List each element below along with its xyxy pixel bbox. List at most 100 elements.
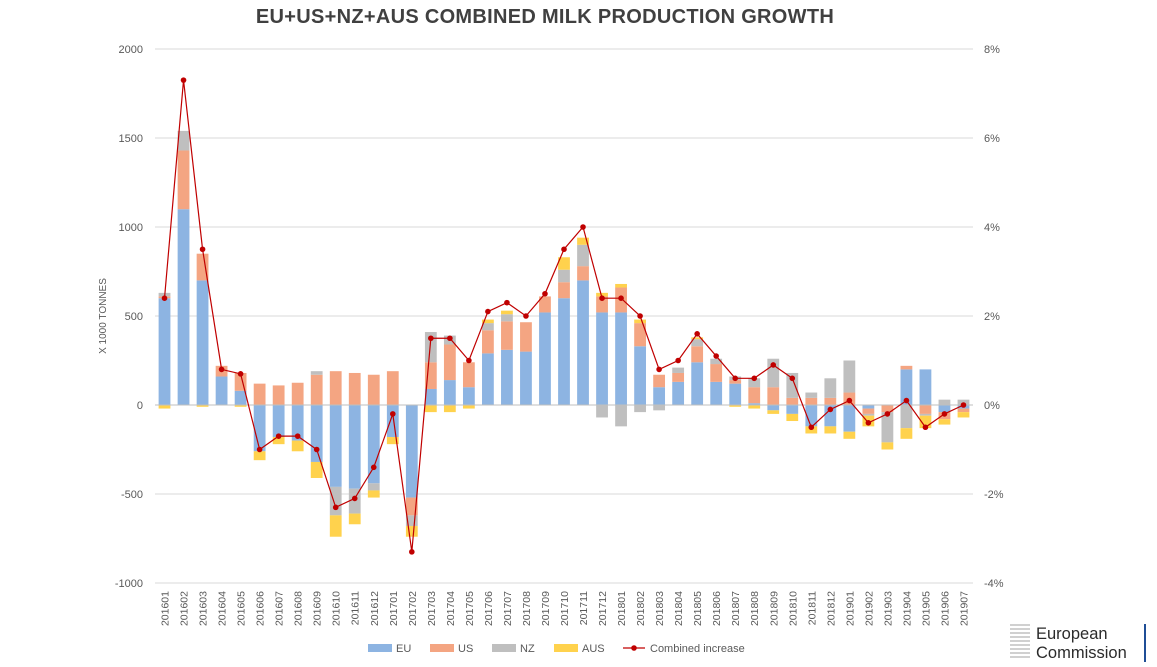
point-combined-increase bbox=[294, 433, 301, 439]
bar-aus bbox=[691, 337, 704, 340]
x-tick-label: 201602 bbox=[179, 591, 191, 626]
y2-tick-label: -2% bbox=[984, 489, 1004, 501]
x-tick-label: 201808 bbox=[749, 591, 761, 626]
bar-us bbox=[634, 323, 646, 347]
logo-stripes-icon bbox=[1010, 624, 1030, 660]
bar-eu bbox=[424, 388, 437, 405]
x-tick-label: 201603 bbox=[198, 591, 210, 626]
bar-us bbox=[919, 405, 932, 414]
bar-nz bbox=[367, 483, 380, 491]
bar-eu bbox=[634, 346, 646, 405]
bar-nz bbox=[710, 358, 723, 365]
bar-aus bbox=[501, 310, 513, 315]
bar-aus bbox=[881, 442, 894, 450]
point-combined-increase bbox=[694, 331, 700, 337]
bar-eu bbox=[767, 405, 780, 411]
bar-eu bbox=[691, 362, 704, 405]
point-combined-increase bbox=[599, 295, 605, 302]
point-combined-increase bbox=[199, 246, 206, 253]
bar-aus bbox=[615, 283, 627, 288]
chart-title: EU+US+NZ+AUS COMBINED MILK PRODUCTION GR… bbox=[255, 6, 835, 28]
point-combined-increase bbox=[675, 357, 681, 364]
x-tick-label: 201712 bbox=[597, 591, 609, 626]
bar-eu bbox=[786, 405, 799, 414]
point-combined-increase bbox=[960, 402, 967, 408]
x-tick-label: 201606 bbox=[255, 591, 267, 626]
bar-aus bbox=[900, 428, 913, 439]
bar-eu bbox=[348, 405, 361, 489]
point-combined-increase bbox=[237, 371, 244, 377]
y-tick-label: -500 bbox=[121, 489, 143, 501]
bar-us bbox=[424, 362, 437, 389]
bar-eu bbox=[919, 369, 932, 405]
point-combined-increase bbox=[332, 504, 339, 511]
bar-eu bbox=[577, 280, 589, 405]
legend-swatch bbox=[492, 644, 516, 652]
bar-eu bbox=[329, 405, 342, 487]
bar-aus bbox=[253, 451, 266, 461]
bar-us bbox=[805, 397, 818, 405]
bar-us bbox=[386, 371, 399, 405]
bar-aus bbox=[824, 426, 837, 434]
bar-eu bbox=[710, 381, 723, 405]
x-tick-label: 201706 bbox=[483, 591, 495, 626]
x-tick-label: 201807 bbox=[730, 591, 742, 626]
bar-eu bbox=[501, 349, 513, 405]
bar-aus bbox=[386, 437, 399, 445]
point-combined-increase bbox=[751, 375, 758, 382]
x-tick-label: 201812 bbox=[825, 591, 837, 626]
point-combined-increase bbox=[732, 375, 739, 382]
bar-nz bbox=[501, 314, 513, 322]
point-combined-increase bbox=[770, 362, 777, 368]
x-tick-label: 201904 bbox=[901, 591, 913, 626]
bar-us bbox=[824, 397, 837, 405]
y-tick-label: 2000 bbox=[119, 44, 143, 56]
bar-us bbox=[577, 266, 589, 281]
bar-eu bbox=[196, 280, 209, 405]
bar-eu bbox=[862, 405, 875, 409]
y2-tick-label: 8% bbox=[984, 44, 1000, 56]
bar-eu bbox=[938, 405, 951, 413]
bar-nz bbox=[329, 486, 342, 516]
bar-us bbox=[501, 321, 513, 350]
bar-eu bbox=[482, 353, 494, 405]
x-tick-label: 201709 bbox=[540, 591, 552, 626]
bar-eu bbox=[158, 298, 171, 405]
bar-eu bbox=[291, 405, 304, 441]
bar-eu bbox=[805, 405, 818, 427]
point-combined-increase bbox=[275, 433, 282, 439]
point-combined-increase bbox=[370, 464, 377, 471]
point-combined-increase bbox=[789, 375, 796, 382]
bar-eu bbox=[729, 383, 742, 405]
bar-aus bbox=[424, 405, 437, 413]
bar-eu bbox=[443, 380, 456, 405]
bar-us bbox=[881, 405, 894, 413]
bar-aus bbox=[291, 440, 304, 452]
bar-us bbox=[653, 374, 666, 388]
point-combined-increase bbox=[428, 335, 434, 342]
bar-us bbox=[272, 385, 285, 405]
bar-nz bbox=[786, 372, 799, 398]
x-tick-label: 201701 bbox=[388, 591, 400, 626]
point-combined-increase bbox=[180, 77, 187, 83]
x-tick-label: 201803 bbox=[654, 591, 666, 626]
x-tick-label: 201611 bbox=[350, 591, 362, 625]
point-combined-increase bbox=[485, 308, 491, 315]
bar-us bbox=[900, 365, 913, 370]
bar-eu bbox=[367, 405, 380, 484]
y2-tick-label: 2% bbox=[984, 311, 1000, 323]
bar-aus bbox=[329, 515, 342, 537]
x-tick-label: 201806 bbox=[711, 591, 723, 626]
bar-aus bbox=[938, 419, 951, 425]
point-combined-increase bbox=[713, 353, 719, 359]
bar-nz bbox=[177, 130, 190, 151]
y-tick-label: 1500 bbox=[119, 133, 143, 145]
bar-eu bbox=[253, 405, 266, 452]
bar-aus bbox=[767, 410, 780, 414]
bar-aus bbox=[786, 413, 799, 422]
point-combined-increase bbox=[542, 290, 548, 297]
bar-aus bbox=[919, 415, 932, 429]
y-tick-label: 1000 bbox=[119, 222, 143, 234]
y-tick-label: -1000 bbox=[115, 578, 143, 590]
